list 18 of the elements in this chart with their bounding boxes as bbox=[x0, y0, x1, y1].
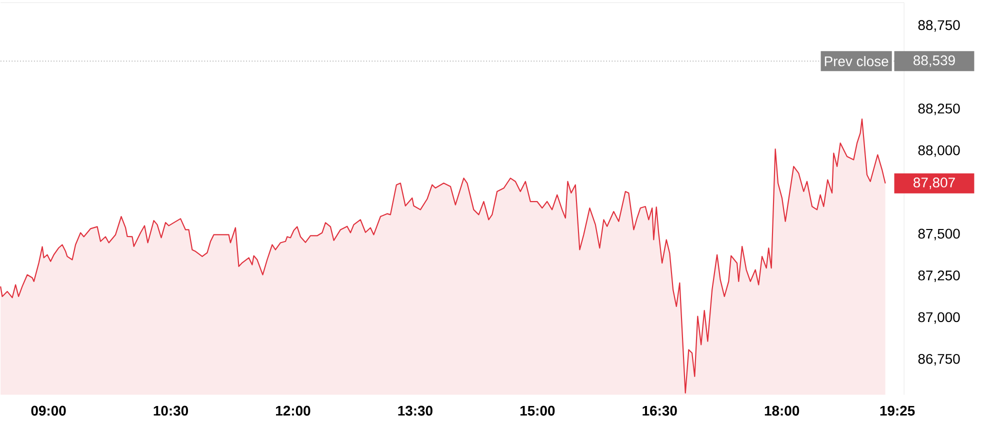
x-tick-label: 18:00 bbox=[764, 406, 800, 416]
x-tick-label: 16:30 bbox=[642, 406, 677, 416]
x-tick-label: 19:25 bbox=[880, 406, 915, 416]
y-tick-label: 88,250 bbox=[918, 104, 960, 116]
x-tick-label: 13:30 bbox=[398, 406, 432, 416]
x-tick-label: 12:00 bbox=[276, 406, 310, 416]
y-tick-label: 88,000 bbox=[918, 145, 960, 157]
y-tick-label: 86,750 bbox=[918, 354, 960, 366]
x-tick-label: 10:30 bbox=[154, 406, 188, 416]
x-tick-label: 09:00 bbox=[31, 406, 66, 416]
x-tick-label: 15:00 bbox=[520, 406, 555, 416]
y-tick-label: 88,750 bbox=[918, 20, 960, 32]
text: 87,807 bbox=[914, 178, 955, 190]
y-tick-label: 87,250 bbox=[918, 270, 960, 282]
y-tick-label: 87,000 bbox=[918, 312, 960, 324]
y-tick-label: 87,500 bbox=[918, 228, 960, 240]
ref-line-label: Prev close bbox=[824, 56, 888, 66]
text: 88,539 bbox=[914, 56, 955, 68]
